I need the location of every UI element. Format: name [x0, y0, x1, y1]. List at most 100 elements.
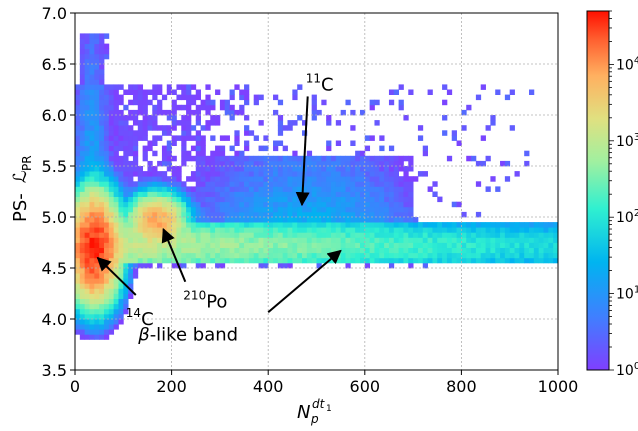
heatmap-cell	[495, 247, 501, 254]
x-axis-label-base: N	[297, 402, 310, 423]
heatmap-cell	[253, 196, 259, 203]
heatmap-cell	[408, 166, 414, 172]
heatmap-cell	[359, 186, 366, 192]
heatmap-cell	[350, 217, 356, 223]
heatmap-cell	[529, 257, 535, 264]
heatmap-cell	[132, 166, 139, 172]
heatmap-cell	[480, 222, 486, 228]
heatmap-cell	[471, 247, 477, 254]
heatmap-cell	[152, 242, 158, 248]
heatmap-cell	[190, 227, 197, 233]
heatmap-cell	[89, 120, 95, 126]
heatmap-cell	[79, 94, 86, 101]
heatmap-cell	[524, 232, 530, 238]
heatmap-cell	[108, 145, 115, 152]
heatmap-cell	[215, 186, 221, 192]
heatmap-cell	[384, 252, 390, 259]
heatmap-cell	[128, 191, 134, 197]
heatmap-cell	[137, 176, 144, 182]
heatmap-cell	[239, 155, 245, 162]
heatmap-cell	[103, 257, 110, 264]
heatmap-cell	[152, 191, 158, 197]
heatmap-cell	[171, 135, 177, 141]
heatmap-cell	[94, 94, 100, 101]
heatmap-cell	[316, 257, 322, 264]
heatmap-cell	[229, 181, 235, 187]
heatmap-cell	[200, 140, 206, 146]
heatmap-cell	[215, 257, 221, 264]
heatmap-cell	[99, 222, 105, 228]
label-210po-sup: 210	[183, 289, 206, 303]
heatmap-cell	[345, 191, 351, 197]
heatmap-cell	[210, 232, 216, 238]
heatmap-cell	[282, 171, 288, 177]
heatmap-cell	[113, 268, 119, 274]
heatmap-cell	[456, 247, 462, 254]
heatmap-cell	[234, 232, 240, 238]
heatmap-cell	[509, 247, 515, 254]
heatmap-cell	[147, 227, 153, 233]
heatmap-cell	[277, 242, 284, 248]
heatmap-cell	[306, 181, 313, 187]
heatmap-cell	[355, 196, 361, 203]
heatmap-cell	[403, 191, 409, 197]
heatmap-cell	[128, 283, 134, 289]
heatmap-cell	[215, 201, 221, 208]
heatmap-cell	[210, 120, 216, 126]
heatmap-cell	[113, 99, 119, 106]
heatmap-cell	[229, 176, 235, 182]
heatmap-cell	[84, 155, 90, 162]
heatmap-cell	[244, 84, 250, 90]
heatmap-cell	[282, 222, 288, 228]
heatmap-cell	[84, 303, 90, 310]
heatmap-cell	[99, 155, 105, 162]
heatmap-cell	[176, 104, 182, 111]
heatmap-cell	[224, 237, 230, 243]
heatmap-cell	[326, 181, 332, 187]
heatmap-cell	[306, 217, 313, 223]
heatmap-cell	[393, 232, 400, 238]
heatmap-cell	[442, 257, 448, 264]
heatmap-cell	[509, 125, 515, 131]
heatmap-cell	[89, 160, 95, 167]
heatmap-cell	[417, 125, 424, 131]
heatmap-cell	[157, 232, 163, 238]
heatmap-cell	[302, 130, 308, 136]
heatmap-cell	[311, 94, 317, 101]
heatmap-cell	[369, 104, 375, 111]
heatmap-cell	[524, 257, 530, 264]
heatmap-cell	[176, 211, 182, 218]
heatmap-cell	[103, 283, 110, 289]
heatmap-cell	[229, 217, 235, 223]
heatmap-cell	[306, 237, 313, 243]
heatmap-cell	[485, 186, 491, 192]
heatmap-cell	[84, 166, 90, 172]
heatmap-cell	[118, 242, 124, 248]
heatmap-cell	[195, 206, 201, 213]
heatmap-cell	[79, 268, 86, 274]
heatmap-cell	[166, 211, 172, 218]
heatmap-cell	[137, 211, 144, 218]
heatmap-cell	[553, 227, 558, 233]
heatmap-cell	[330, 227, 337, 233]
heatmap-cell	[350, 227, 356, 233]
heatmap-cell	[485, 237, 491, 243]
heatmap-cell	[94, 140, 100, 146]
heatmap-cell	[195, 201, 201, 208]
heatmap-cell	[94, 120, 100, 126]
heatmap-cell	[157, 252, 163, 259]
heatmap-cell	[504, 222, 511, 228]
heatmap-cell	[224, 176, 230, 182]
x-tick-label: 200	[156, 377, 187, 396]
heatmap-cell	[321, 201, 327, 208]
heatmap-cell	[200, 237, 206, 243]
heatmap-cell	[75, 273, 81, 279]
heatmap-cell	[94, 278, 100, 284]
heatmap-cell	[451, 201, 457, 208]
heatmap-cell	[186, 242, 192, 248]
heatmap-cell	[219, 252, 226, 259]
heatmap-cell	[219, 237, 226, 243]
heatmap-cell	[219, 242, 226, 248]
heatmap-cell	[297, 160, 303, 167]
heatmap-cell	[118, 99, 124, 106]
